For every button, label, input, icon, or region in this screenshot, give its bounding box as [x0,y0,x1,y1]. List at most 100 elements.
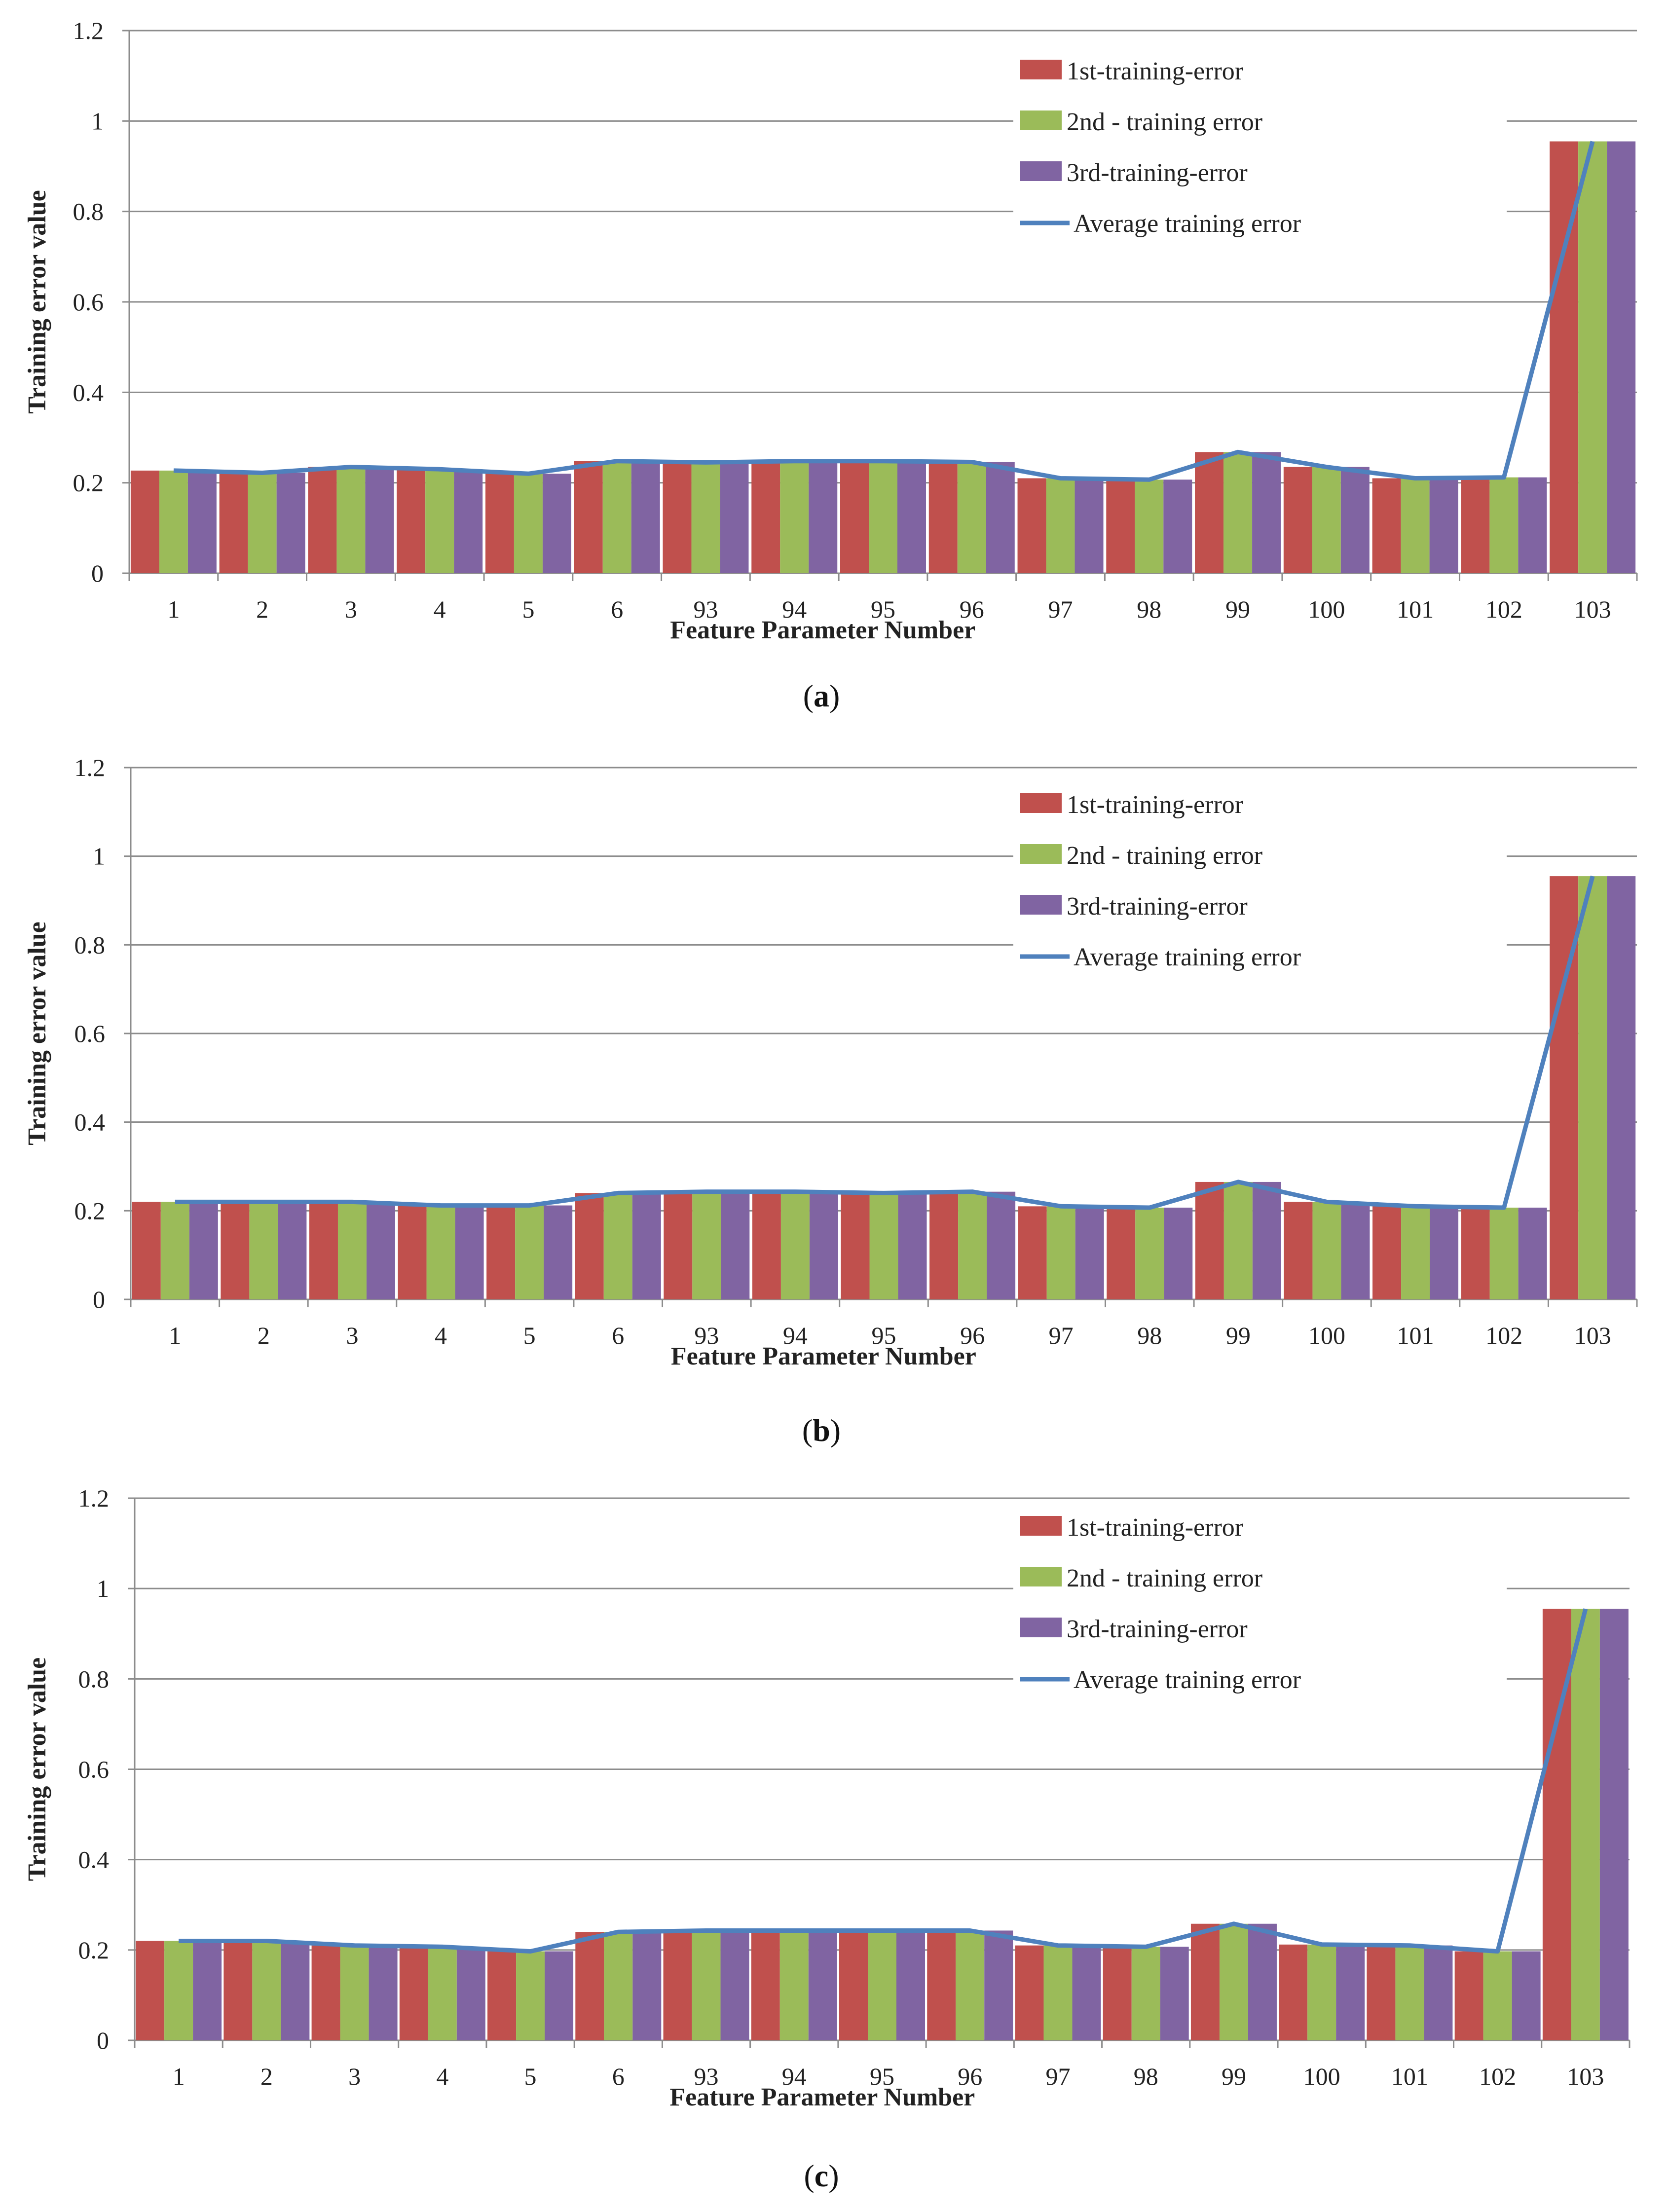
bar-2-103 [1578,876,1607,1299]
y-tick-label: 0.2 [74,1197,106,1224]
bar-3-95 [897,461,926,573]
bar-1-4 [399,1947,428,2040]
bar-3-98 [1163,479,1192,573]
legend-label-1: 1st-training-error [1067,791,1243,819]
bar-2-1 [164,1941,193,2040]
bar-2-93 [692,1930,721,2040]
bar-2-103 [1571,1609,1600,2040]
bar-2-103 [1578,141,1607,573]
bar-3-1 [187,470,217,573]
bar-3-96 [986,462,1015,573]
bar-1-1 [136,1941,165,2040]
bar-1-95 [840,461,869,573]
bar-2-97 [1043,1945,1073,2040]
bar-2-96 [958,1191,987,1299]
bar-1-94 [751,461,780,573]
panel-caption: (b) [802,1413,841,1448]
y-tick-label: 0.8 [74,931,106,959]
bar-3-6 [632,1932,662,2040]
x-tick-label: 6 [611,595,623,623]
caption-letter: c [815,2158,828,2193]
caption-open: ( [804,2158,814,2193]
bar-2-100 [1312,467,1341,573]
bar-1-4 [397,469,426,573]
legend-label-4: Average training error [1074,943,1301,971]
bar-1-100 [1279,1944,1308,2040]
bar-2-3 [336,467,366,573]
legend-background [1013,44,1507,250]
bar-1-1 [132,1202,161,1299]
x-tick-label: 95 [871,595,895,623]
legend: 1st-training-error 2nd - training error 3r… [1013,777,1507,984]
y-tick-label: 1.2 [73,17,104,44]
x-tick-label: 103 [1574,595,1611,623]
legend-background [1013,777,1507,984]
bar-3-98 [1160,1947,1189,2040]
bar-3-97 [1075,478,1104,573]
bar-1-94 [752,1191,781,1299]
y-tick-label: 0.4 [74,1108,106,1136]
bar-1-1 [130,470,159,573]
bar-3-93 [721,1191,750,1299]
y-tick-label: 0.6 [73,288,104,316]
bar-3-3 [365,467,394,573]
bar-3-5 [545,1951,574,2040]
bar-3-100 [1336,1944,1365,2040]
bar-2-102 [1483,1951,1512,2040]
x-tick-label: 100 [1308,1322,1345,1349]
x-tick-label: 1 [173,2063,185,2090]
bar-1-100 [1284,1202,1313,1299]
legend-label-2: 2nd - training error [1067,108,1262,136]
x-tick-label: 98 [1137,1322,1162,1349]
y-tick-label: 1.2 [78,1484,110,1512]
bar-1-93 [663,462,692,573]
bar-3-2 [276,473,305,573]
x-tick-label: 99 [1226,1322,1251,1349]
bar-3-96 [987,1191,1016,1299]
bar-1-98 [1106,479,1135,573]
bar-3-100 [1340,467,1370,573]
bar-2-101 [1401,478,1430,573]
bar-3-102 [1518,1208,1547,1299]
y-tick-label: 0.2 [78,1936,110,1964]
x-tick-label: 99 [1222,2063,1246,2090]
bar-2-1 [160,1202,189,1299]
x-tick-label: 99 [1225,595,1250,623]
bar-3-99 [1252,452,1281,573]
caption-close: ) [830,1413,841,1448]
y-axis-label: Training error value [23,1658,51,1881]
x-tick-label: 101 [1397,595,1434,623]
bar-3-6 [631,461,660,573]
legend-label-4: Average training error [1074,1666,1301,1694]
bar-2-4 [428,1947,457,2040]
bar-3-97 [1072,1945,1101,2040]
x-tick-label: 5 [522,595,534,623]
y-tick-label: 0.6 [74,1020,106,1047]
bar-1-101 [1372,478,1401,573]
chart-panel-a: 0 0.2 0.4 0.6 0.8 1 1.2 1 2 3 4 5 6 93 94 95 96 97 98 99 100… [23,17,1638,713]
bar-1-95 [841,1193,870,1299]
bar-1-93 [663,1930,692,2040]
x-axis-label: Feature Parameter Number [671,1342,976,1370]
x-axis-label: Feature Parameter Number [669,2083,975,2111]
bar-1-5 [487,1951,517,2040]
bar-1-97 [1017,478,1046,573]
bar-3-102 [1512,1951,1541,2040]
x-tick-label: 3 [348,2063,361,2090]
bar-2-98 [1135,479,1164,573]
bar-2-99 [1219,1923,1248,2040]
bar-3-1 [189,1202,218,1299]
bar-2-5 [514,474,543,573]
bar-3-99 [1252,1181,1281,1299]
x-tick-label: 1 [169,1322,181,1349]
bar-1-101 [1372,1206,1402,1299]
caption-close: ) [828,2158,839,2193]
bar-1-2 [223,1941,253,2040]
bar-1-102 [1454,1951,1483,2040]
x-tick-label: 6 [612,1322,624,1349]
bar-2-2 [248,473,277,573]
bar-2-5 [516,1951,545,2040]
x-tick-label: 95 [870,2063,894,2090]
panel-caption: (a) [803,678,840,713]
bar-3-102 [1518,477,1547,573]
